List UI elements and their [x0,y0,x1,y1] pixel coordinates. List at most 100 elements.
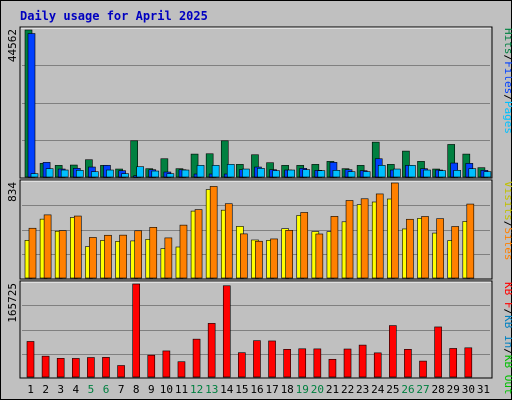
x-tick-label-day-28: 28 [432,383,445,396]
bar-pages-day-2 [45,168,54,178]
bar-kbf-day-2 [41,355,50,378]
bar-kbf-day-16 [253,340,261,378]
max-label-top: 44562 [6,29,19,62]
bar-kbf-day-17 [268,340,276,378]
bar-pages-day-21 [332,170,341,178]
x-tick-label-day-14: 14 [220,383,234,396]
bar-sites-day-22 [345,200,354,279]
bar-sites-day-20 [315,233,324,279]
x-tick-label-day-27: 27 [416,383,429,396]
bar-sites-day-2 [43,214,52,279]
legend-bottom-part-3: / [502,348,512,355]
bar-pages-day-24 [377,165,386,178]
bar-sites-day-3 [58,230,67,279]
bar-sites-day-15 [240,233,248,279]
bar-pages-day-18 [287,169,295,178]
bar-pages-day-4 [75,170,84,178]
bar-pages-day-16 [257,168,265,178]
x-tick-label-day-18: 18 [281,383,294,396]
legend-bottom-part-0: KB F [502,282,512,309]
legend-bottom-part-2: KB In [502,315,512,348]
x-tick-label-day-11: 11 [175,383,188,396]
x-tick-label-day-13: 13 [205,383,218,396]
bar-kbf-day-4 [71,358,80,378]
x-tick-label-day-26: 26 [401,383,414,396]
bar-sites-day-26 [406,218,414,279]
chart-title: Daily usage for April 2025 [20,9,208,23]
x-tick-label-day-7: 7 [118,383,125,396]
bar-kbf-day-14 [222,285,231,378]
bar-sites-day-5 [89,237,97,279]
bar-pages-day-7 [121,173,129,178]
bar-sites-day-28 [436,218,444,279]
bar-sites-day-7 [119,234,127,279]
bar-pages-day-10 [166,173,175,178]
x-tick-label-day-22: 22 [341,383,354,396]
bar-kbf-day-10 [162,350,171,378]
bar-sites-day-1 [28,227,37,279]
bar-sites-day-4 [73,215,82,279]
x-tick-label-day-10: 10 [160,383,173,396]
bar-kbf-day-3 [56,358,65,378]
legend-middle-part-0: Visits [502,181,512,221]
bar-pages-day-9 [151,170,160,178]
x-tick-label-day-16: 16 [250,383,263,396]
bar-pages-day-26 [408,165,416,178]
legend-top-part-2: Files [502,61,512,94]
x-tick-label-day-1: 1 [27,383,34,396]
bar-kbf-day-12 [192,338,201,378]
bar-pages-day-12 [196,165,205,178]
bar-pages-day-1 [30,173,39,178]
bar-pages-day-13 [211,165,220,178]
bar-sites-day-10 [164,237,173,279]
bar-pages-day-22 [347,171,356,178]
x-tick-label-day-23: 23 [356,383,369,396]
bar-sites-day-27 [421,216,429,279]
legend-top-part-4: Pages [502,101,512,134]
x-tick-label-day-9: 9 [148,383,155,396]
bar-kbf-day-26 [404,348,412,378]
panel-frame-bottom [19,280,493,379]
bar-kbf-day-23 [358,344,367,378]
x-tick-label-day-31: 31 [477,383,490,396]
bar-pages-day-8 [136,166,144,178]
legend-bottom: KB F/KB In/KB Out [502,282,512,395]
bar-sites-day-29 [451,226,460,279]
bar-pages-day-29 [453,170,462,178]
bar-sites-day-13 [209,186,218,279]
bar-kbf-day-18 [283,348,291,378]
bar-sites-day-17 [270,238,278,279]
bar-pages-day-15 [242,168,250,178]
legend-top-part-0: Hits [502,28,512,55]
x-tick-label-day-3: 3 [57,383,64,396]
bar-kbf-day-13 [207,323,216,378]
bar-pages-day-30 [468,168,477,178]
bar-pages-day-31 [483,171,492,178]
bar-sites-day-6 [104,234,112,279]
x-tick-label-day-25: 25 [386,383,399,396]
bar-kbf-day-22 [343,348,352,378]
panel-frame-middle [19,179,493,280]
bar-sites-day-9 [149,227,158,279]
x-tick-label-day-24: 24 [371,383,385,396]
x-tick-label-day-29: 29 [447,383,460,396]
bar-sites-day-25 [391,182,399,279]
chart-bars [24,29,492,378]
bar-sites-day-21 [330,216,339,279]
bar-pages-day-20 [317,170,326,178]
bar-sites-day-12 [194,209,203,279]
bar-kbf-day-19 [298,348,307,378]
bar-kbf-day-9 [147,354,156,378]
x-tick-label-day-12: 12 [190,383,203,396]
bar-sites-day-24 [375,193,384,279]
x-tick-label-day-5: 5 [88,383,95,396]
chart-labels: 1 2 3 4 5 6 7 8 9 10 11 12 13 14 15 16 17 18 19 20 21 22 23 24 2… [6,28,512,396]
bar-pages-day-11 [181,169,190,178]
bar-kbf-day-11 [177,361,186,378]
x-tick-label-day-19: 19 [296,383,309,396]
bar-pages-day-5 [91,171,99,178]
bar-sites-day-14 [224,203,233,279]
bar-pages-day-23 [362,171,371,178]
legend-middle-part-1: / [502,221,512,228]
